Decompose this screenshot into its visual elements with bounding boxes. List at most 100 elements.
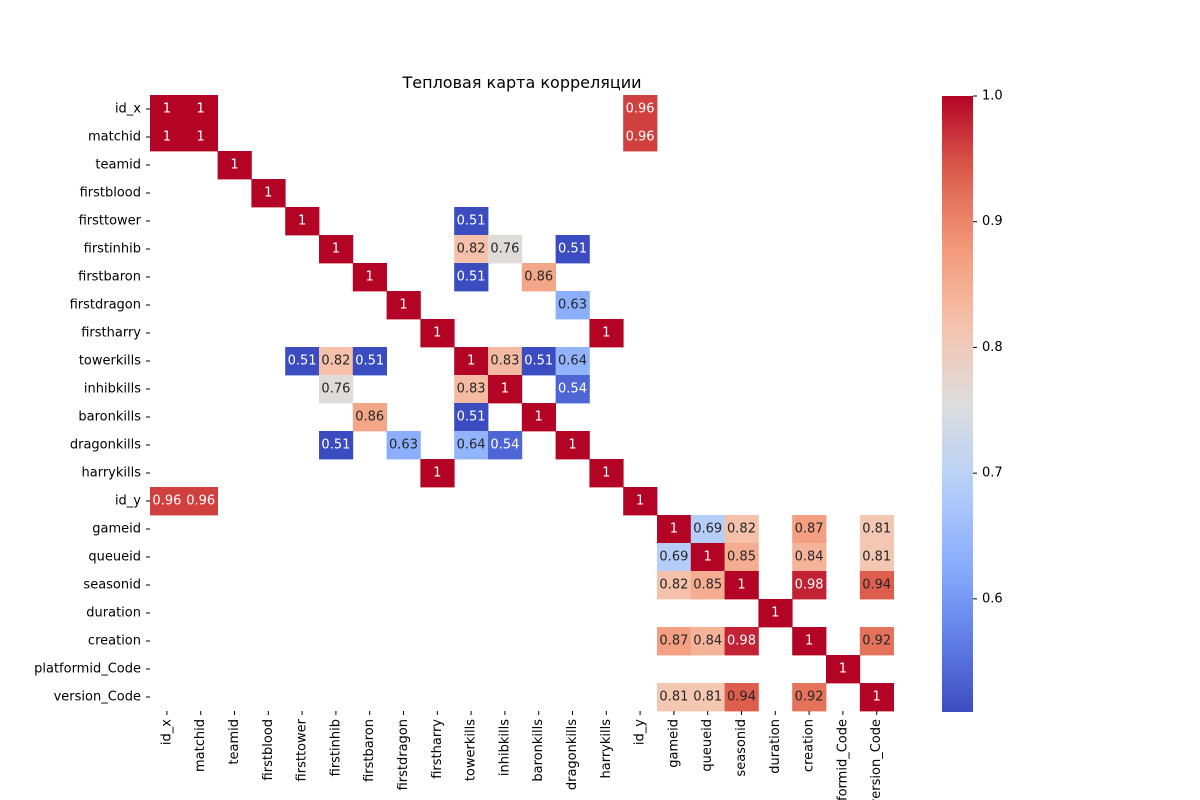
heatmap-cell-dragonkills-dragonkills xyxy=(555,431,590,460)
row-label-dragonkills: dragonkills xyxy=(70,438,141,453)
row-label-seasonid: seasonid xyxy=(83,578,141,593)
heatmap-cell-version-code-creation xyxy=(792,683,827,712)
col-label-towerkills: towerkills xyxy=(464,719,479,781)
heatmap-cell-towerkills-dragonkills xyxy=(555,347,590,376)
cell-label-harrykills-firstharry: 1 xyxy=(433,466,441,481)
row-label-firstdragon: firstdragon xyxy=(70,298,141,313)
cell-label-id-x-id-x: 1 xyxy=(163,102,171,117)
heatmap-cell-firstinhib-inhibkills xyxy=(488,235,523,264)
col-label-inhibkills: inhibkills xyxy=(497,719,512,776)
heatmap-cell-firstblood-firstblood xyxy=(251,179,286,208)
heatmap-cell-version-code-version-code xyxy=(859,683,894,712)
cell-label-version-code-queueid: 0.81 xyxy=(693,690,722,705)
col-label-dragonkills: dragonkills xyxy=(565,719,580,790)
heatmap-cell-baronkills-towerkills xyxy=(454,403,489,432)
heatmap-cell-queueid-version-code xyxy=(859,543,894,572)
row-label-firsttower: firsttower xyxy=(79,214,142,229)
cell-label-firstdragon-firstdragon: 1 xyxy=(399,298,407,313)
heatmap-cell-seasonid-creation xyxy=(792,571,827,600)
row-label-creation: creation xyxy=(88,634,141,649)
cell-label-gameid-version-code: 0.81 xyxy=(862,522,891,537)
col-label-firstharry: firstharry xyxy=(430,719,445,779)
col-label-firstblood: firstblood xyxy=(261,719,276,780)
cell-label-firstblood-firstblood: 1 xyxy=(264,186,272,201)
cell-label-gameid-gameid: 1 xyxy=(670,522,678,537)
heatmap-cell-towerkills-inhibkills xyxy=(488,347,523,376)
colorbar-gradient xyxy=(942,96,973,712)
col-label-firstdragon: firstdragon xyxy=(396,719,411,790)
heatmap-cell-gameid-queueid xyxy=(690,515,725,544)
cell-label-dragonkills-towerkills: 0.64 xyxy=(457,438,486,453)
cell-label-firstbaron-towerkills: 0.51 xyxy=(457,270,486,285)
heatmap-cell-creation-creation xyxy=(792,627,827,656)
col-label-gameid: gameid xyxy=(666,719,681,768)
heatmap-cell-towerkills-firstinhib xyxy=(319,347,354,376)
cell-label-baronkills-towerkills: 0.51 xyxy=(457,410,486,425)
heatmap-cell-matchid-id-y xyxy=(623,123,658,152)
cell-label-seasonid-seasonid: 1 xyxy=(737,578,745,593)
cell-label-creation-gameid: 0.87 xyxy=(659,634,688,649)
heatmap-cell-dragonkills-firstinhib xyxy=(319,431,354,460)
heatmap-cell-id-x-matchid xyxy=(183,95,218,124)
heatmap-cell-queueid-gameid xyxy=(657,543,692,572)
heatmap-cell-id-y-id-y xyxy=(623,487,658,516)
heatmap-cell-inhibkills-dragonkills xyxy=(555,375,590,404)
heatmap-cell-matchid-id-x xyxy=(150,123,185,152)
heatmap-cell-firsttower-towerkills xyxy=(454,207,489,236)
col-label-duration: duration xyxy=(768,719,783,774)
row-label-firstblood: firstblood xyxy=(80,186,141,201)
heatmap-cell-firstharry-harrykills xyxy=(589,319,624,348)
cell-label-towerkills-dragonkills: 0.64 xyxy=(558,354,587,369)
cell-label-towerkills-towerkills: 1 xyxy=(467,354,475,369)
row-label-towerkills: towerkills xyxy=(79,354,141,369)
row-label-queueid: queueid xyxy=(88,550,141,565)
row-label-inhibkills: inhibkills xyxy=(84,382,141,397)
heatmap-cell-firsttower-firsttower xyxy=(285,207,320,236)
cell-label-harrykills-harrykills: 1 xyxy=(602,466,610,481)
row-label-harrykills: harrykills xyxy=(82,466,142,481)
heatmap-cell-dragonkills-firstdragon xyxy=(386,431,421,460)
cell-label-firstbaron-firstbaron: 1 xyxy=(366,270,374,285)
cell-label-creation-seasonid: 0.98 xyxy=(727,634,756,649)
colorbar: 0.6 0.7 0.8 0.9 1.0 xyxy=(942,89,1003,712)
heatmap-cell-matchid-matchid xyxy=(183,123,218,152)
cell-label-firstdragon-dragonkills: 0.63 xyxy=(558,298,587,313)
cell-label-gameid-creation: 0.87 xyxy=(795,522,824,537)
cell-label-firstinhib-dragonkills: 0.51 xyxy=(558,242,587,257)
cell-label-matchid-matchid: 1 xyxy=(197,130,205,145)
heatmap-cell-harrykills-firstharry xyxy=(420,459,455,488)
row-label-platformid-code: platformid_Code xyxy=(34,662,141,677)
heatmap-cell-baronkills-baronkills xyxy=(521,403,556,432)
col-label-matchid: matchid xyxy=(193,719,208,772)
heatmap-cell-teamid-teamid xyxy=(217,151,252,180)
cell-label-version-code-gameid: 0.81 xyxy=(659,690,688,705)
colorbar-tick-label: 0.8 xyxy=(982,340,1003,355)
col-label-id-y: id_y xyxy=(633,719,648,745)
heatmap-cell-towerkills-firsttower xyxy=(285,347,320,376)
heatmap-cell-id-y-matchid xyxy=(183,487,218,516)
cell-label-towerkills-inhibkills: 0.83 xyxy=(490,354,519,369)
column-labels: id_x matchid teamid firstblood firsttower fir… xyxy=(159,711,884,800)
cell-label-baronkills-firstbaron: 0.86 xyxy=(355,410,384,425)
heatmap-cell-inhibkills-inhibkills xyxy=(488,375,523,404)
cell-label-towerkills-firstbaron: 0.51 xyxy=(355,354,384,369)
heatmap-cell-firstbaron-baronkills xyxy=(521,263,556,292)
heatmap-cell-dragonkills-inhibkills xyxy=(488,431,523,460)
row-label-id-x: id_x xyxy=(115,102,141,117)
cell-label-seasonid-gameid: 0.82 xyxy=(659,578,688,593)
row-label-teamid: teamid xyxy=(95,158,141,173)
col-label-queueid: queueid xyxy=(700,719,715,772)
cell-label-firstbaron-baronkills: 0.86 xyxy=(524,270,553,285)
cell-label-creation-version-code: 0.92 xyxy=(862,634,891,649)
cell-label-id-y-id-y: 1 xyxy=(636,494,644,509)
cell-label-queueid-gameid: 0.69 xyxy=(659,550,688,565)
heatmap-cell-platformid-code-platformid-code xyxy=(826,655,861,684)
col-label-firstbaron: firstbaron xyxy=(362,719,377,782)
col-label-platformid-code: platformid_Code xyxy=(835,719,850,800)
heatmap-cell-baronkills-firstbaron xyxy=(352,403,387,432)
cell-label-inhibkills-inhibkills: 1 xyxy=(501,382,509,397)
row-label-firstinhib: firstinhib xyxy=(84,242,141,257)
heatmap-cell-creation-gameid xyxy=(657,627,692,656)
heatmap-cell-gameid-gameid xyxy=(657,515,692,544)
cell-label-id-y-id-x: 0.96 xyxy=(152,494,181,509)
